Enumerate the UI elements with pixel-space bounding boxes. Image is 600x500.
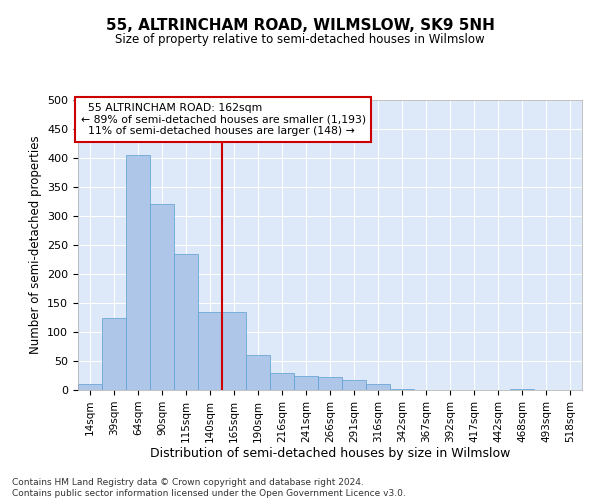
Bar xyxy=(150,204,174,390)
Text: Size of property relative to semi-detached houses in Wilmslow: Size of property relative to semi-detach… xyxy=(115,32,485,46)
Text: 55 ALTRINCHAM ROAD: 162sqm
← 89% of semi-detached houses are smaller (1,193)
  1: 55 ALTRINCHAM ROAD: 162sqm ← 89% of semi… xyxy=(80,103,365,136)
Y-axis label: Number of semi-detached properties: Number of semi-detached properties xyxy=(29,136,41,354)
Bar xyxy=(366,384,390,390)
Bar xyxy=(390,389,414,390)
Bar xyxy=(342,380,366,390)
Bar xyxy=(198,312,222,390)
Bar xyxy=(318,377,342,390)
Bar xyxy=(126,155,150,390)
Bar xyxy=(294,376,318,390)
Bar xyxy=(174,254,198,390)
Bar xyxy=(102,318,126,390)
Bar xyxy=(270,372,294,390)
Bar xyxy=(246,355,270,390)
Text: 55, ALTRINCHAM ROAD, WILMSLOW, SK9 5NH: 55, ALTRINCHAM ROAD, WILMSLOW, SK9 5NH xyxy=(106,18,494,32)
X-axis label: Distribution of semi-detached houses by size in Wilmslow: Distribution of semi-detached houses by … xyxy=(150,448,510,460)
Text: Contains HM Land Registry data © Crown copyright and database right 2024.
Contai: Contains HM Land Registry data © Crown c… xyxy=(12,478,406,498)
Bar xyxy=(222,312,246,390)
Bar xyxy=(78,384,102,390)
